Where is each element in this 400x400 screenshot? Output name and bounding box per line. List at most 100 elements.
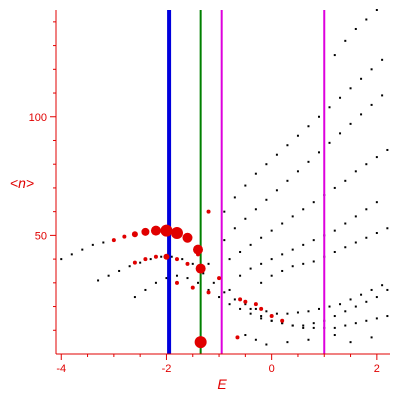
axes-group: -4 -2 0 2 50 100 — [29, 10, 390, 375]
black-points-group — [60, 9, 389, 346]
black-point — [291, 248, 294, 251]
black-point — [244, 334, 247, 337]
black-point — [181, 258, 184, 261]
black-point — [344, 222, 347, 225]
black-point — [207, 262, 210, 265]
red-point — [217, 276, 222, 281]
black-point — [286, 144, 289, 147]
black-point — [354, 305, 357, 308]
black-point — [302, 326, 305, 329]
black-point — [365, 163, 368, 166]
black-point — [202, 272, 205, 275]
black-point — [375, 317, 378, 320]
black-point — [118, 269, 121, 272]
black-point — [291, 265, 294, 268]
black-point — [128, 265, 131, 268]
black-point — [339, 132, 342, 135]
black-point — [260, 281, 263, 284]
black-point — [60, 258, 63, 261]
black-point — [223, 291, 226, 294]
black-point — [344, 246, 347, 249]
black-point — [381, 284, 384, 287]
black-point — [281, 269, 284, 272]
black-point — [254, 172, 257, 175]
red-point — [243, 299, 248, 304]
black-point — [344, 310, 347, 313]
black-point — [370, 336, 373, 339]
black-point — [260, 315, 263, 318]
black-point — [223, 210, 226, 213]
black-point — [328, 106, 331, 109]
black-point — [249, 267, 252, 270]
red-point — [193, 244, 204, 255]
black-point — [149, 258, 152, 261]
black-point — [218, 296, 221, 299]
black-point — [249, 307, 252, 310]
black-point — [302, 324, 305, 327]
black-point — [228, 303, 231, 306]
x-tick-label: 0 — [269, 363, 275, 375]
black-point — [349, 298, 352, 301]
black-point — [349, 341, 352, 344]
black-point — [333, 315, 336, 318]
red-point — [196, 252, 201, 257]
black-point — [375, 9, 378, 11]
black-point — [349, 87, 352, 90]
black-point — [270, 319, 273, 322]
black-point — [375, 156, 378, 159]
red-point — [111, 238, 116, 243]
red-point — [131, 231, 138, 238]
black-point — [175, 274, 178, 277]
black-point — [302, 243, 305, 246]
black-point — [260, 236, 263, 239]
black-point — [81, 248, 84, 251]
black-point — [239, 274, 242, 277]
black-point — [381, 58, 384, 61]
black-point — [286, 312, 289, 315]
black-point — [239, 250, 242, 253]
black-point — [386, 288, 389, 291]
red-point — [235, 335, 240, 340]
black-point — [165, 277, 168, 280]
black-point — [275, 312, 278, 315]
black-point — [365, 319, 368, 322]
red-point — [238, 297, 243, 302]
black-point — [307, 338, 310, 341]
black-point — [344, 179, 347, 182]
black-point — [354, 322, 357, 325]
black-point — [365, 236, 368, 239]
black-point — [254, 307, 257, 310]
y-axis-title: <n> — [10, 175, 34, 191]
black-point — [260, 317, 263, 320]
red-point — [195, 263, 206, 274]
black-point — [270, 229, 273, 232]
black-point — [233, 196, 236, 199]
black-point — [349, 122, 352, 125]
red-point — [143, 257, 148, 262]
black-point — [375, 201, 378, 204]
black-point — [333, 54, 336, 57]
black-point — [354, 215, 357, 218]
red-point — [206, 209, 211, 214]
red-points-group — [111, 209, 285, 349]
red-point — [174, 280, 179, 285]
black-point — [228, 288, 231, 291]
black-point — [386, 315, 389, 318]
x-axis-title: E — [217, 376, 227, 392]
black-point — [265, 343, 268, 346]
black-point — [144, 288, 147, 291]
black-point — [254, 338, 257, 341]
black-point — [333, 229, 336, 232]
black-point — [302, 208, 305, 211]
red-point — [160, 224, 173, 237]
black-point — [281, 322, 284, 325]
black-point — [312, 322, 315, 325]
black-point — [312, 326, 315, 329]
black-point — [233, 227, 236, 230]
black-point — [339, 96, 342, 99]
black-point — [265, 163, 268, 166]
black-point — [102, 241, 105, 244]
black-point — [381, 94, 384, 97]
black-point — [223, 239, 226, 242]
red-point — [259, 306, 264, 311]
